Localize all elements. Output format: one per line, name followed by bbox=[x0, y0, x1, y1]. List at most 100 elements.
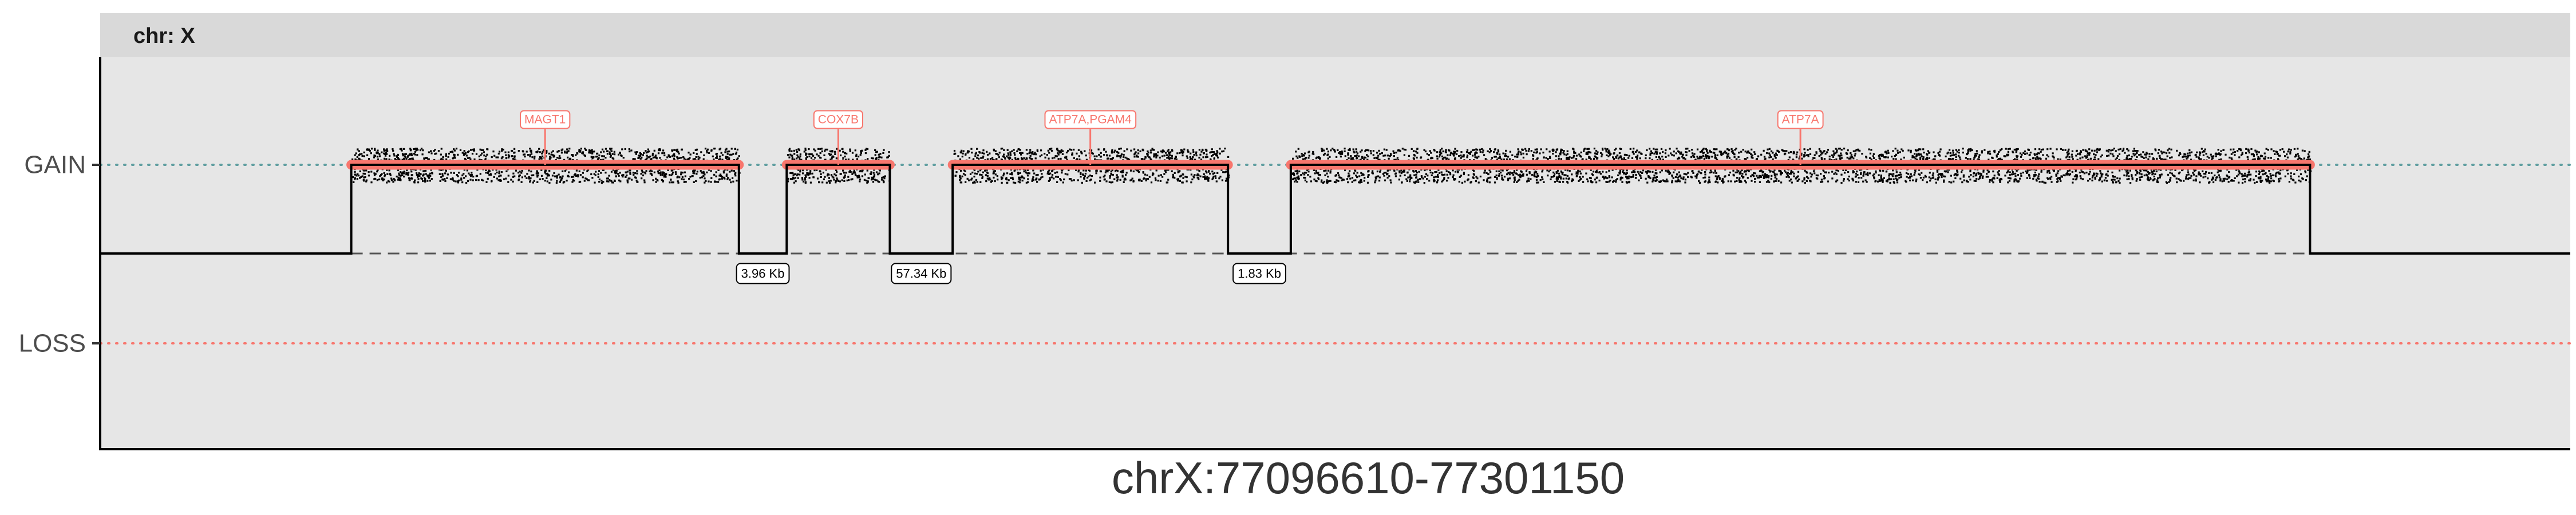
data-point bbox=[587, 179, 589, 181]
data-point bbox=[584, 154, 586, 157]
data-point bbox=[551, 175, 554, 177]
data-point bbox=[1494, 176, 1496, 178]
data-point bbox=[2024, 153, 2026, 155]
data-point bbox=[1508, 177, 1511, 180]
data-point bbox=[1200, 150, 1203, 153]
data-point bbox=[812, 154, 814, 157]
data-point bbox=[737, 157, 739, 160]
data-point bbox=[1216, 156, 1219, 159]
data-point bbox=[828, 180, 830, 183]
data-point bbox=[1949, 152, 1951, 154]
data-point bbox=[513, 156, 516, 158]
data-point bbox=[1676, 173, 1678, 176]
data-point bbox=[1010, 172, 1013, 174]
data-point bbox=[788, 148, 791, 150]
data-point bbox=[575, 154, 577, 156]
data-point bbox=[373, 156, 376, 159]
data-point bbox=[473, 148, 475, 150]
data-point bbox=[2227, 181, 2230, 183]
data-point bbox=[1436, 157, 1439, 160]
data-point bbox=[995, 158, 998, 160]
data-point bbox=[979, 173, 981, 176]
data-point bbox=[1060, 179, 1062, 181]
data-point bbox=[556, 177, 558, 179]
data-point bbox=[465, 175, 467, 177]
data-point bbox=[524, 175, 527, 177]
data-point bbox=[1054, 154, 1057, 157]
data-point bbox=[1972, 175, 1974, 177]
data-point bbox=[2123, 148, 2125, 150]
data-point bbox=[991, 157, 994, 159]
data-point bbox=[1437, 176, 1439, 179]
data-point bbox=[1800, 154, 1803, 156]
data-point bbox=[1918, 153, 1921, 156]
data-point bbox=[546, 180, 548, 183]
data-point bbox=[1088, 169, 1091, 172]
data-point bbox=[694, 169, 696, 171]
data-point bbox=[500, 171, 503, 173]
data-point bbox=[2073, 175, 2076, 177]
data-point bbox=[584, 177, 587, 180]
data-point bbox=[2275, 175, 2277, 177]
data-point bbox=[789, 153, 792, 156]
data-point bbox=[1587, 148, 1590, 150]
data-point bbox=[1823, 170, 1825, 172]
data-point bbox=[1436, 155, 1438, 157]
data-point bbox=[460, 177, 463, 180]
data-point bbox=[961, 156, 963, 158]
data-point bbox=[559, 157, 562, 159]
data-point bbox=[1087, 175, 1090, 177]
data-point bbox=[1116, 155, 1119, 157]
data-point bbox=[1213, 157, 1215, 160]
data-point bbox=[1133, 156, 1136, 158]
data-point bbox=[681, 178, 683, 180]
data-point bbox=[1042, 169, 1044, 171]
data-point bbox=[407, 174, 409, 176]
data-point bbox=[689, 157, 691, 159]
data-point bbox=[1758, 176, 1760, 179]
data-point bbox=[2147, 176, 2149, 179]
data-point bbox=[1066, 159, 1068, 161]
data-point bbox=[1831, 154, 1834, 156]
data-point bbox=[875, 159, 877, 161]
data-point bbox=[1315, 157, 1317, 160]
data-point bbox=[1520, 170, 1522, 172]
data-point bbox=[1048, 157, 1050, 160]
data-point bbox=[1195, 152, 1197, 154]
data-point bbox=[2259, 154, 2262, 157]
data-point bbox=[1982, 169, 1985, 172]
data-point bbox=[819, 156, 821, 159]
data-point bbox=[1211, 178, 1214, 180]
data-point bbox=[804, 179, 807, 181]
data-point bbox=[2287, 172, 2289, 175]
data-point bbox=[842, 169, 844, 172]
data-point bbox=[996, 153, 998, 155]
data-point bbox=[1452, 169, 1454, 172]
data-point bbox=[486, 153, 488, 156]
data-point bbox=[1036, 150, 1039, 152]
data-point bbox=[1583, 148, 1586, 150]
data-point bbox=[1497, 150, 1500, 153]
data-point bbox=[1896, 181, 1899, 184]
data-point bbox=[989, 152, 991, 154]
data-point bbox=[2259, 181, 2262, 183]
data-point bbox=[1167, 155, 1170, 157]
data-point bbox=[1573, 150, 1575, 153]
data-point bbox=[2253, 179, 2255, 181]
data-point bbox=[1459, 176, 1461, 178]
data-point bbox=[2270, 148, 2273, 150]
data-point bbox=[636, 170, 638, 172]
data-point bbox=[976, 181, 978, 183]
data-point bbox=[1684, 179, 1686, 181]
data-point bbox=[1394, 172, 1397, 175]
data-point bbox=[1025, 171, 1027, 174]
data-point bbox=[645, 152, 647, 154]
data-point bbox=[2083, 172, 2085, 175]
data-point bbox=[1701, 149, 1703, 152]
data-point bbox=[1472, 169, 1475, 171]
data-point bbox=[1626, 169, 1628, 172]
data-point bbox=[497, 152, 500, 155]
data-point bbox=[582, 172, 584, 174]
data-point bbox=[359, 170, 361, 172]
data-point bbox=[507, 156, 510, 159]
